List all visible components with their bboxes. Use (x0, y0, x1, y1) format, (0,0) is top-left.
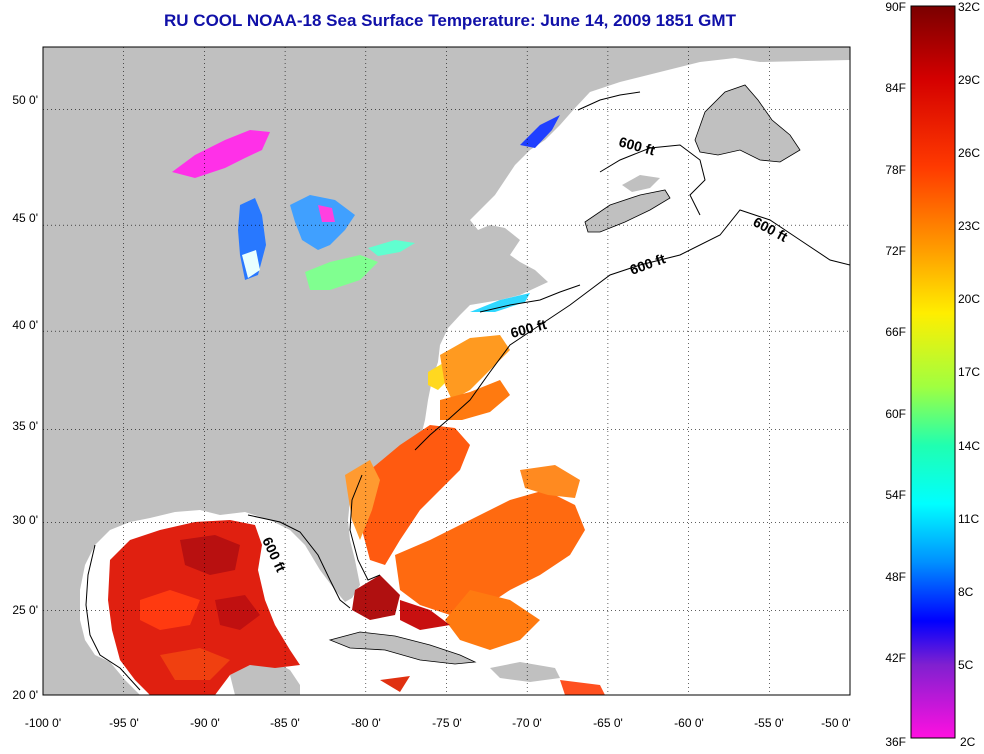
celsius-label: 23C (958, 219, 980, 233)
lat-tick-label: 30 0' (12, 513, 38, 527)
lon-tick-label: -80 0' (351, 716, 381, 730)
land-cuba (330, 632, 475, 664)
fahrenheit-label: 66F (885, 325, 906, 339)
celsius-label: 26C (958, 146, 980, 160)
gulf-stream-sst (345, 425, 585, 650)
gulf-of-mexico-sst (108, 520, 605, 695)
st-lawrence-sst (520, 115, 560, 148)
celsius-label: 8C (958, 585, 974, 599)
celsius-label: 5C (958, 658, 974, 672)
land-yucatan (230, 662, 300, 695)
land-newfoundland (695, 85, 800, 162)
mid-atlantic-sst (428, 293, 530, 420)
lon-tick-label: -55 0' (754, 716, 784, 730)
longitude-axis: -100 0' -95 0' -90 0' -85 0' -80 0' -75 … (25, 716, 851, 730)
fahrenheit-label: 36F (885, 735, 906, 749)
lon-tick-label: -85 0' (270, 716, 300, 730)
fahrenheit-label: 60F (885, 407, 906, 421)
lon-tick-label: -100 0' (25, 716, 61, 730)
colorbar-c-labels: 32C 29C 26C 23C 20C 17C 14C 11C 8C 5C 2C (958, 0, 980, 749)
map-title: RU COOL NOAA-18 Sea Surface Temperature:… (164, 11, 736, 30)
latitude-axis: 20 0' 25 0' 30 0' 35 0' 40 0' 45 0' 50 0… (12, 93, 38, 702)
lon-tick-label: -70 0' (512, 716, 542, 730)
graticule (43, 47, 850, 695)
lon-tick-label: -75 0' (432, 716, 462, 730)
fahrenheit-label: 90F (885, 0, 906, 14)
land-gulf-islands (622, 175, 660, 192)
celsius-label: 11C (958, 512, 979, 526)
lat-tick-label: 40 0' (12, 318, 38, 332)
colorbar-gradient (910, 5, 956, 739)
land-hispaniola (490, 662, 560, 682)
lon-tick-label: -65 0' (593, 716, 623, 730)
celsius-label: 29C (958, 73, 980, 87)
celsius-label: 17C (958, 365, 980, 379)
fahrenheit-label: 42F (885, 651, 906, 665)
lat-tick-label: 25 0' (12, 603, 38, 617)
fahrenheit-label: 48F (885, 570, 906, 584)
celsius-label: 20C (958, 292, 980, 306)
lon-tick-label: -60 0' (674, 716, 704, 730)
depth-contours (85, 91, 850, 691)
colorbar: 90F 84F 78F 72F 66F 60F 54F 48F 42F 36F … (885, 0, 980, 749)
lon-tick-label: -50 0' (821, 716, 851, 730)
great-lakes (172, 130, 415, 290)
lat-tick-label: 35 0' (12, 419, 38, 433)
celsius-label: 32C (958, 0, 980, 14)
fahrenheit-label: 78F (885, 163, 906, 177)
celsius-label: 2C (960, 735, 976, 749)
land-nova-scotia (585, 190, 670, 232)
fahrenheit-label: 54F (885, 488, 906, 502)
celsius-label: 14C (958, 439, 980, 453)
fahrenheit-label: 84F (885, 81, 906, 95)
lat-tick-label: 45 0' (12, 211, 38, 225)
coastlines (328, 84, 801, 665)
lat-tick-label: 20 0' (12, 688, 38, 702)
lat-tick-label: 50 0' (12, 93, 38, 107)
plot-frame (42, 46, 851, 696)
colorbar-f-labels: 90F 84F 78F 72F 66F 60F 54F 48F 42F 36F (885, 0, 906, 749)
fahrenheit-label: 72F (885, 244, 906, 258)
lon-tick-label: -90 0' (190, 716, 220, 730)
lon-tick-label: -95 0' (109, 716, 139, 730)
